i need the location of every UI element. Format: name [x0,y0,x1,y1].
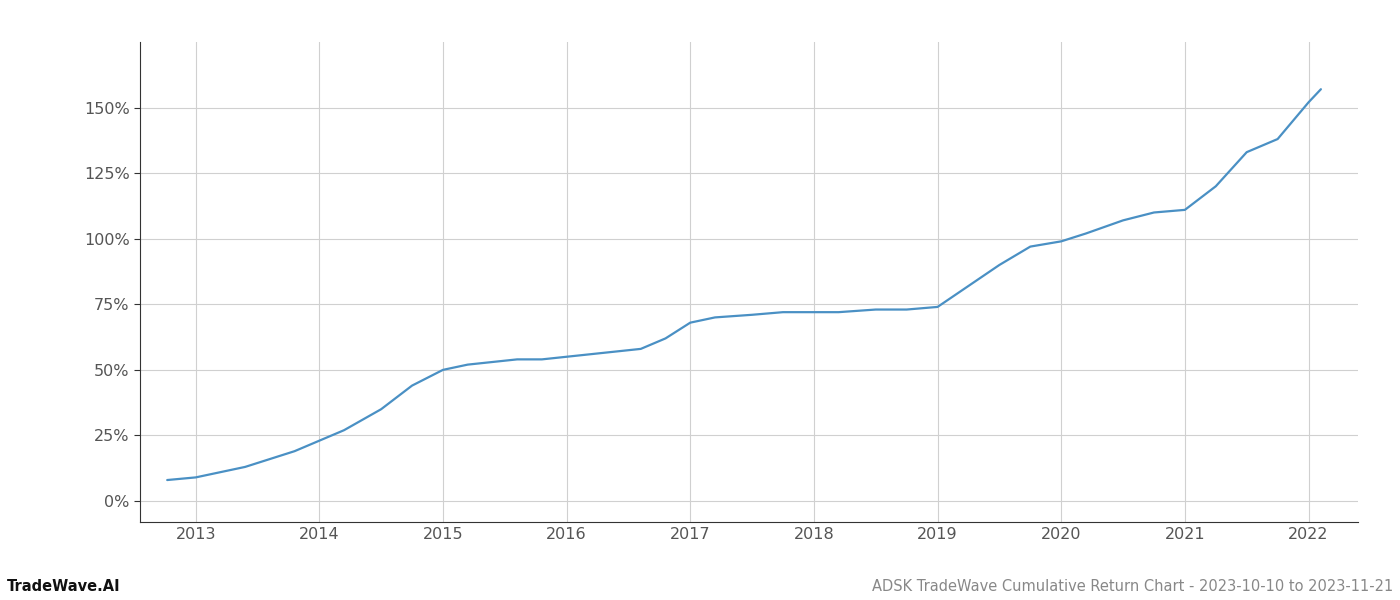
Text: TradeWave.AI: TradeWave.AI [7,579,120,594]
Text: ADSK TradeWave Cumulative Return Chart - 2023-10-10 to 2023-11-21: ADSK TradeWave Cumulative Return Chart -… [872,579,1393,594]
